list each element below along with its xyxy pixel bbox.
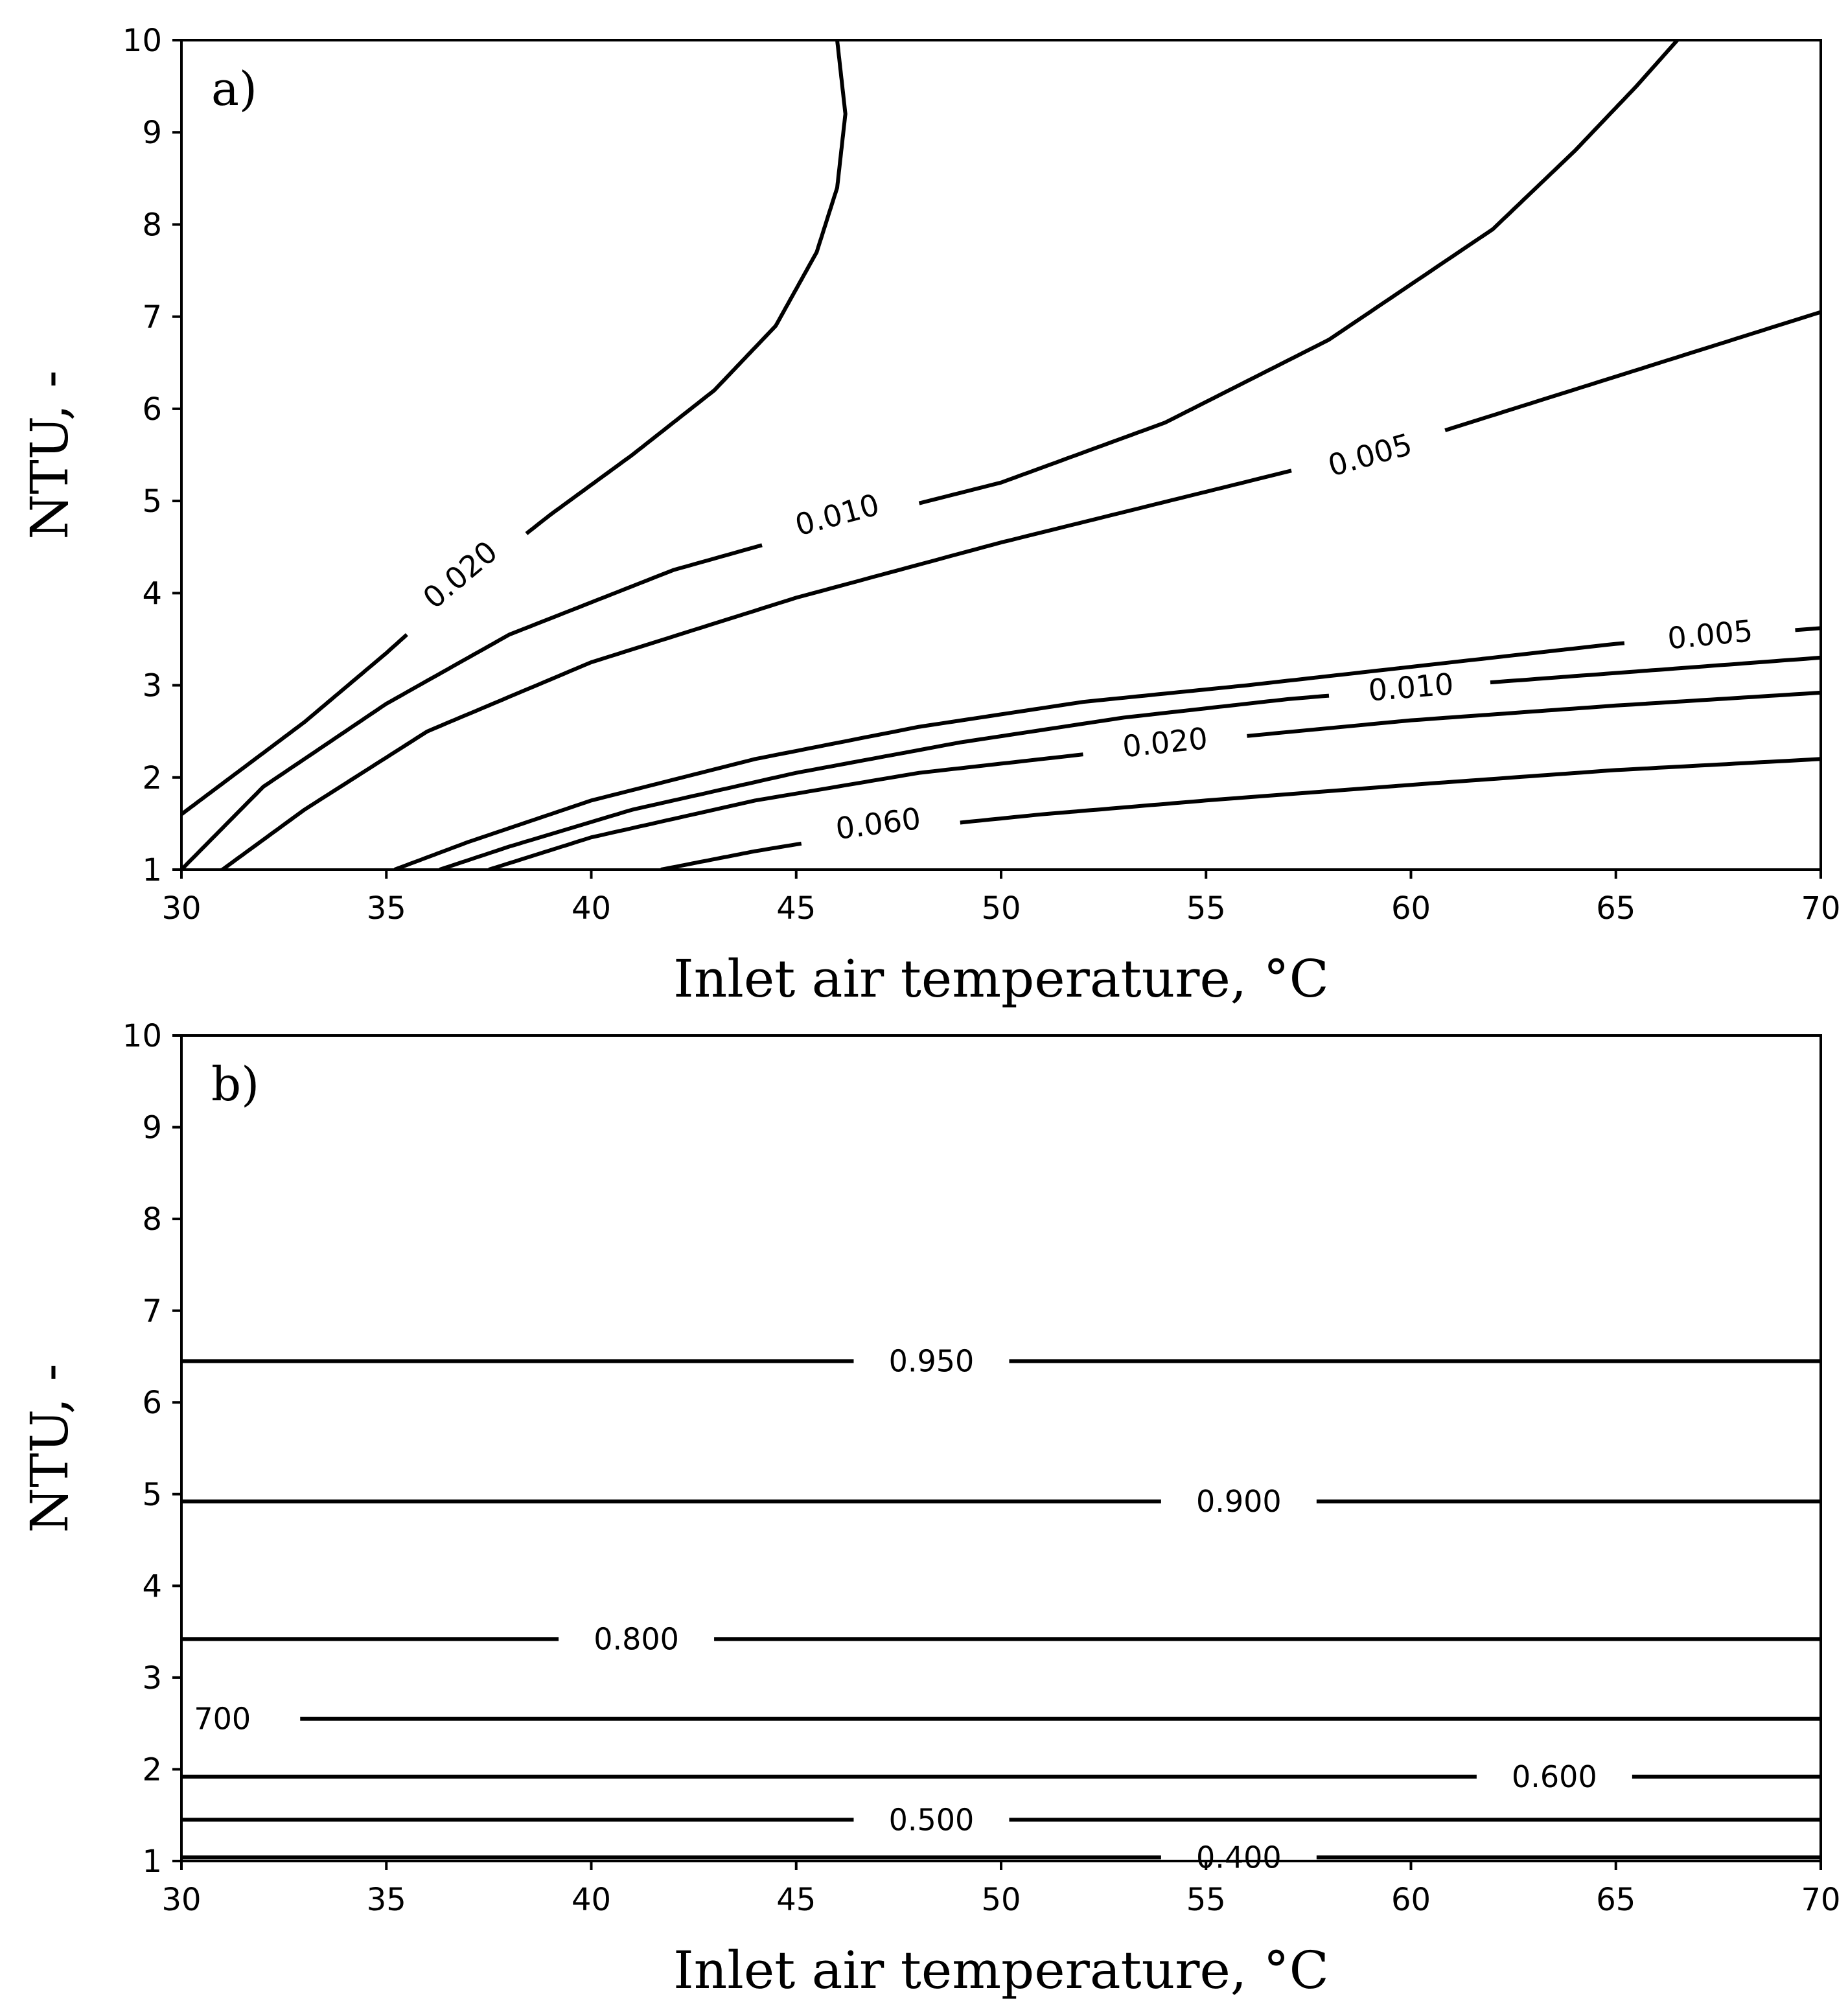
- y-axis-title: NTU, -: [19, 1363, 80, 1533]
- x-tick-label: 70: [1801, 890, 1840, 927]
- contour-line: [525, 40, 848, 535]
- x-tick-label: 70: [1801, 1882, 1840, 1918]
- contour-label: 0.900: [1196, 1484, 1282, 1519]
- y-tick-label: 6: [142, 1385, 162, 1421]
- contour-label: 0.020: [416, 534, 504, 616]
- x-axis-title: Inlet air temperature, °C: [673, 1940, 1329, 2000]
- plot-frame: [180, 1034, 1822, 1862]
- contour-label: 0.400: [1196, 1840, 1282, 1875]
- x-tick-label: 40: [572, 890, 611, 927]
- panel-label: a): [211, 62, 257, 116]
- y-tick-label: 6: [142, 391, 162, 428]
- y-tick-label: 9: [142, 1110, 162, 1146]
- contour-line: [960, 757, 1821, 825]
- y-tick-label: 4: [142, 1568, 162, 1604]
- x-tick-label: 55: [1186, 890, 1226, 927]
- contour-label: 0.010: [1367, 666, 1455, 708]
- contour-label: 0.005: [1324, 426, 1416, 483]
- y-tick-label: 10: [122, 1018, 162, 1054]
- x-tick-label: 40: [572, 1882, 611, 1918]
- contour-label: 0.005: [1666, 613, 1754, 656]
- x-tick-label: 30: [161, 890, 201, 927]
- contour-lines: [181, 40, 1821, 870]
- x-tick-label: 65: [1596, 1882, 1635, 1918]
- contour-line: [1795, 626, 1821, 632]
- y-tick-label: 3: [142, 668, 162, 704]
- contour-line: [660, 841, 802, 870]
- x-tick-label: 55: [1186, 1882, 1226, 1918]
- contour-label: 0.060: [834, 801, 923, 846]
- x-tick-label: 65: [1596, 890, 1635, 927]
- contour-label: 0.950: [889, 1344, 975, 1379]
- x-tick-label: 45: [776, 1882, 816, 1918]
- y-tick-label: 7: [142, 1293, 162, 1330]
- contour-lines: [181, 1359, 1821, 1860]
- contour-line: [918, 40, 1679, 505]
- contour-line: [216, 468, 1292, 870]
- contour-line: [488, 752, 1083, 870]
- contour-label: 0.010: [791, 487, 883, 542]
- panel-label: b): [211, 1057, 259, 1111]
- contour-line: [1444, 310, 1821, 432]
- y-tick-label: 5: [142, 483, 162, 520]
- x-tick-label: 45: [776, 890, 816, 927]
- contour-label: 0.020: [1121, 721, 1210, 764]
- y-tick-label: 1: [142, 852, 162, 888]
- contour-label: 700: [194, 1702, 251, 1737]
- contour-line: [393, 641, 1625, 870]
- contour-line: [181, 543, 763, 870]
- y-tick-label: 8: [142, 207, 162, 243]
- contour-label: 0.800: [594, 1621, 679, 1656]
- y-tick-label: 7: [142, 299, 162, 336]
- x-tick-label: 50: [981, 890, 1021, 927]
- y-tick-label: 9: [142, 115, 162, 151]
- x-tick-label: 60: [1391, 890, 1431, 927]
- y-tick-label: 1: [142, 1844, 162, 1880]
- x-axis-title: Inlet air temperature, °C: [673, 949, 1329, 1009]
- contour-line: [1490, 655, 1821, 685]
- contour-label: 0.600: [1512, 1759, 1597, 1794]
- y-tick-label: 2: [142, 760, 162, 796]
- plot-frame: [180, 39, 1822, 871]
- y-axis-title: NTU, -: [19, 370, 80, 539]
- contour-line: [439, 693, 1330, 870]
- y-tick-label: 10: [122, 23, 162, 59]
- y-tick-label: 4: [142, 575, 162, 612]
- y-tick-label: 3: [142, 1660, 162, 1696]
- contour-line: [181, 633, 408, 816]
- x-tick-label: 30: [161, 1882, 201, 1918]
- x-tick-label: 35: [367, 890, 406, 927]
- y-tick-label: 8: [142, 1201, 162, 1238]
- contour-label: 0.500: [889, 1802, 975, 1837]
- x-tick-label: 60: [1391, 1882, 1431, 1918]
- contour-line: [1247, 690, 1821, 738]
- x-tick-label: 35: [367, 1882, 406, 1918]
- y-tick-label: 2: [142, 1752, 162, 1788]
- x-tick-label: 50: [981, 1882, 1021, 1918]
- y-tick-label: 5: [142, 1477, 162, 1513]
